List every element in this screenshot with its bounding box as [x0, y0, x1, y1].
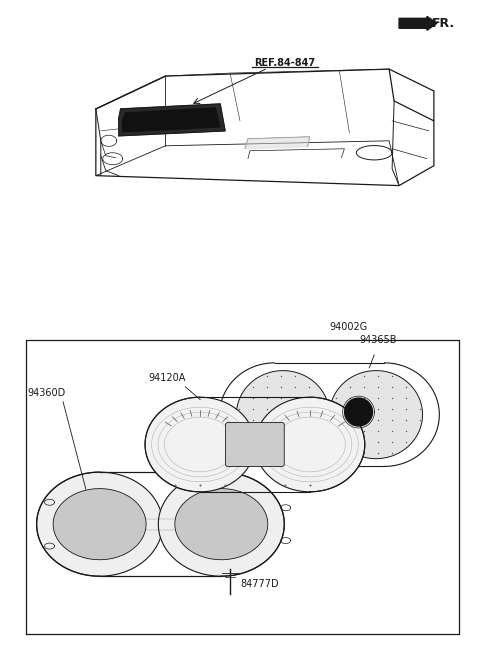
Polygon shape [255, 397, 365, 492]
Polygon shape [119, 104, 225, 136]
Polygon shape [53, 489, 146, 560]
Text: 94365B: 94365B [360, 335, 397, 345]
Polygon shape [175, 489, 268, 560]
Polygon shape [329, 371, 422, 459]
FancyBboxPatch shape [226, 422, 284, 466]
Circle shape [345, 398, 372, 426]
Polygon shape [36, 472, 163, 576]
Text: 94363A: 94363A [66, 539, 103, 549]
Polygon shape [245, 137, 310, 149]
Text: REF.84-847: REF.84-847 [254, 58, 315, 68]
Text: FR.: FR. [432, 17, 455, 30]
Text: 84777D: 84777D [240, 579, 278, 589]
Polygon shape [158, 472, 284, 576]
Polygon shape [237, 371, 329, 459]
Text: 94002G: 94002G [329, 322, 368, 332]
Polygon shape [123, 108, 220, 132]
Text: 94360D: 94360D [27, 388, 65, 398]
FancyArrow shape [399, 16, 437, 30]
Text: 94120A: 94120A [148, 373, 186, 382]
Polygon shape [145, 397, 255, 492]
